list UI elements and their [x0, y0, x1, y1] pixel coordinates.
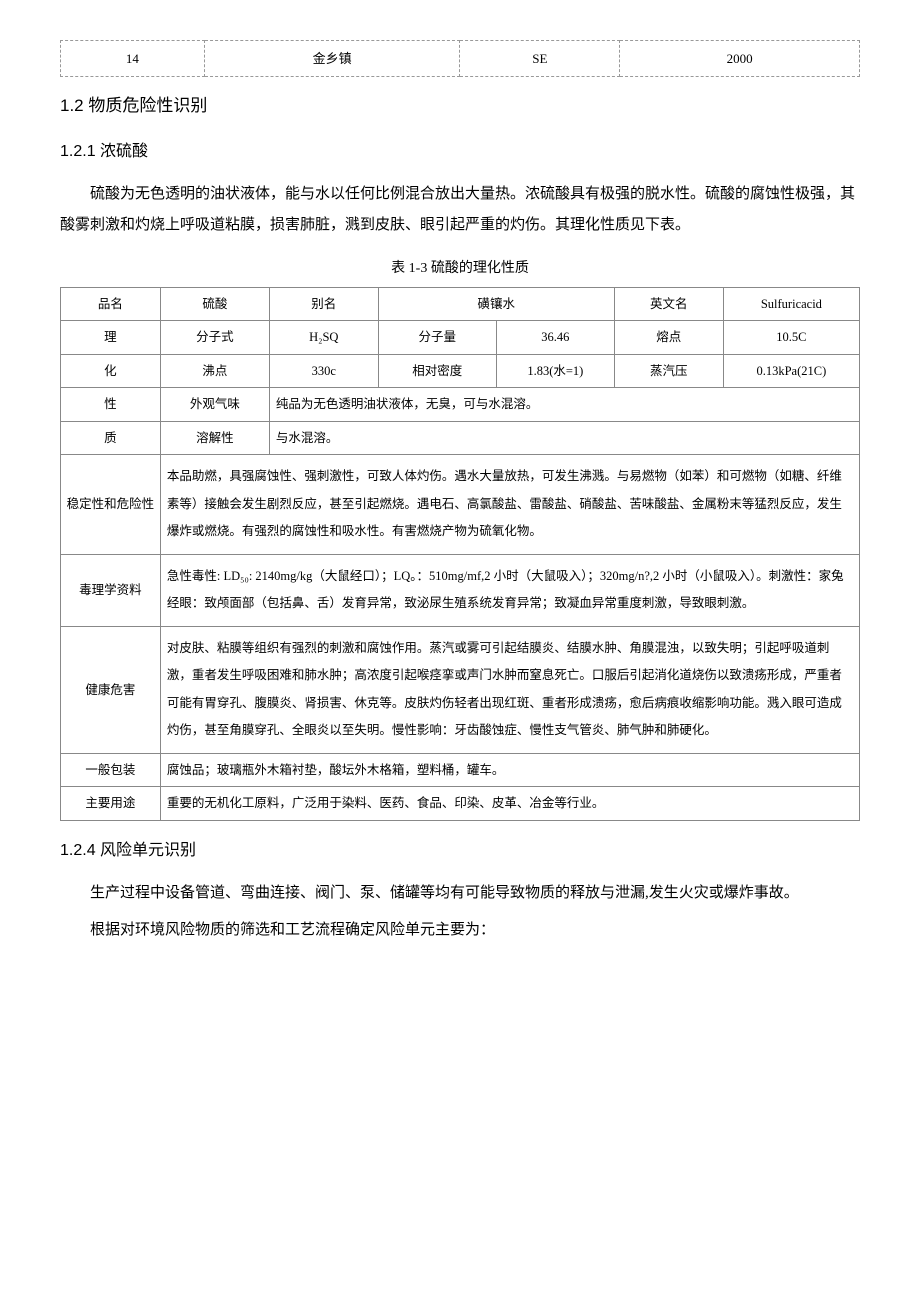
top-table: 14 金乡镇 SE 2000	[60, 40, 860, 77]
risk-unit-para2: 根据对环境风险物质的筛选和工艺流程确定风险单元主要为：	[60, 915, 860, 947]
risk-unit-para1: 生产过程中设备管道、弯曲连接、阀门、泵、储罐等均有可能导致物质的释放与泄漏,发生…	[60, 878, 860, 910]
th-toxicology: 毒理学资料	[61, 554, 161, 626]
th-solubility: 溶解性	[160, 421, 269, 455]
cell-dir: SE	[460, 41, 620, 77]
th-mw: 分子量	[378, 321, 496, 355]
table-row: 性 外观气味 纯品为无色透明油状液体，无臭，可与水混溶。	[61, 388, 860, 422]
td-packaging: 腐蚀品；玻璃瓶外木箱衬垫，酸坛外木格箱，塑料桶，罐车。	[160, 753, 859, 787]
section-num: 1.2	[60, 96, 84, 115]
table-row: 质 溶解性 与水混溶。	[61, 421, 860, 455]
table-row: 理 分子式 H₂SQ 分子量 36.46 熔点 10.5C	[61, 321, 860, 355]
row-label: 理	[61, 321, 161, 355]
td-appearance: 纯品为无色透明油状液体，无臭，可与水混溶。	[269, 388, 859, 422]
cell-value: 2000	[620, 41, 860, 77]
table-row: 毒理学资料 急性毒性: LD₅₀: 2140mg/kg（大鼠经口）；LQ。：51…	[61, 554, 860, 626]
row-label: 质	[61, 421, 161, 455]
th-alias: 别名	[269, 287, 378, 321]
th-english: 英文名	[614, 287, 723, 321]
section-1-2-1-heading: 1.2.1 浓硫酸	[60, 138, 860, 167]
cell-index: 14	[61, 41, 205, 77]
td-alias: 磺镶水	[378, 287, 614, 321]
table-row: 化 沸点 330c 相对密度 1.83(水=1) 蒸汽压 0.13kPa(21C…	[61, 354, 860, 388]
properties-table: 品名 硫酸 别名 磺镶水 英文名 Sulfuricacid 理 分子式 H₂SQ…	[60, 287, 860, 821]
th-appearance: 外观气味	[160, 388, 269, 422]
td-density: 1.83(水=1)	[496, 354, 614, 388]
td-stability: 本品助燃，具强腐蚀性、强刺激性，可致人体灼伤。遇水大量放热，可发生沸溅。与易燃物…	[160, 455, 859, 555]
td-usage: 重要的无机化工原料，广泛用于染料、医药、食品、印染、皮革、冶金等行业。	[160, 787, 859, 821]
td-solubility: 与水混溶。	[269, 421, 859, 455]
section-1-2-heading: 1.2 物质危险性识别	[60, 91, 860, 122]
th-stability: 稳定性和危险性	[61, 455, 161, 555]
section-title: 浓硫酸	[100, 143, 148, 160]
td-mw: 36.46	[496, 321, 614, 355]
table-row: 主要用途 重要的无机化工原料，广泛用于染料、医药、食品、印染、皮革、冶金等行业。	[61, 787, 860, 821]
th-formula: 分子式	[160, 321, 269, 355]
section-1-2-4-heading: 1.2.4 风险单元识别	[60, 837, 860, 866]
td-bp: 330c	[269, 354, 378, 388]
section-num: 1.2.4	[60, 842, 96, 859]
intro-paragraph: 硫酸为无色透明的油状液体，能与水以任何比例混合放出大量热。浓硫酸具有极强的脱水性…	[60, 179, 860, 242]
row-label: 性	[61, 388, 161, 422]
th-density: 相对密度	[378, 354, 496, 388]
table-caption: 表 1-3 硫酸的理化性质	[60, 256, 860, 281]
table-row: 稳定性和危险性 本品助燃，具强腐蚀性、强刺激性，可致人体灼伤。遇水大量放热，可发…	[61, 455, 860, 555]
th-mp: 熔点	[614, 321, 723, 355]
th-name: 品名	[61, 287, 161, 321]
table-row: 品名 硫酸 别名 磺镶水 英文名 Sulfuricacid	[61, 287, 860, 321]
td-formula: H₂SQ	[269, 321, 378, 355]
table-row: 健康危害 对皮肤、粘膜等组织有强烈的刺激和腐蚀作用。蒸汽或雾可引起结膜炎、结膜水…	[61, 626, 860, 753]
td-mp: 10.5C	[723, 321, 859, 355]
section-title: 风险单元识别	[100, 842, 196, 859]
th-packaging: 一般包装	[61, 753, 161, 787]
th-health: 健康危害	[61, 626, 161, 753]
section-num: 1.2.1	[60, 143, 96, 160]
row-label: 化	[61, 354, 161, 388]
td-toxicology: 急性毒性: LD₅₀: 2140mg/kg（大鼠经口）；LQ。：510mg/mf…	[160, 554, 859, 626]
table-row: 14 金乡镇 SE 2000	[61, 41, 860, 77]
td-english: Sulfuricacid	[723, 287, 859, 321]
table-row: 一般包装 腐蚀品；玻璃瓶外木箱衬垫，酸坛外木格箱，塑料桶，罐车。	[61, 753, 860, 787]
td-vapor: 0.13kPa(21C)	[723, 354, 859, 388]
th-vapor: 蒸汽压	[614, 354, 723, 388]
section-title: 物质危险性识别	[88, 96, 207, 115]
th-usage: 主要用途	[61, 787, 161, 821]
cell-town: 金乡镇	[204, 41, 460, 77]
td-name: 硫酸	[160, 287, 269, 321]
th-bp: 沸点	[160, 354, 269, 388]
td-health: 对皮肤、粘膜等组织有强烈的刺激和腐蚀作用。蒸汽或雾可引起结膜炎、结膜水肿、角膜混…	[160, 626, 859, 753]
